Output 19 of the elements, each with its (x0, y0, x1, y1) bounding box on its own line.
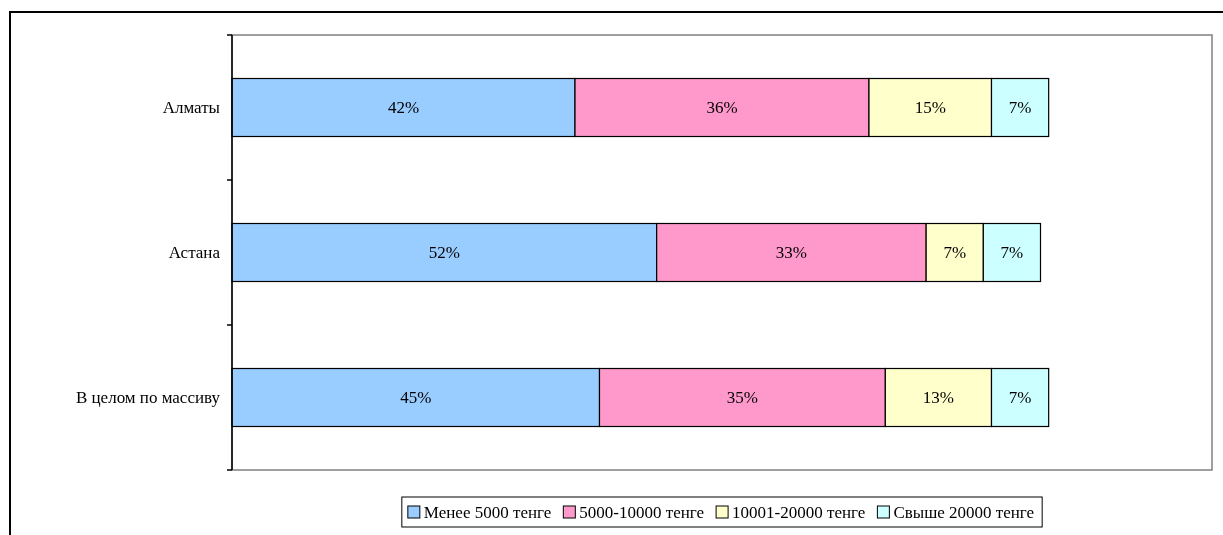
data-label: 7% (1008, 98, 1032, 118)
data-label: 36% (706, 98, 738, 118)
data-label: 35% (726, 388, 758, 408)
legend-label: 5000-10000 тенге (579, 502, 705, 522)
data-label: 33% (775, 243, 807, 263)
y-tick-label: Алматы (162, 98, 221, 118)
y-tick-label: Астана (168, 243, 221, 263)
data-label: 42% (387, 98, 420, 118)
data-label: 7% (1008, 388, 1032, 408)
data-label: 15% (914, 98, 946, 118)
data-label: 45% (400, 388, 432, 408)
legend-label: Менее 5000 тенге (423, 502, 552, 522)
data-label: 7% (943, 243, 967, 263)
legend-label: 10001-20000 тенге (732, 502, 866, 522)
y-tick-label: В целом по массиву (75, 388, 221, 408)
data-label: 7% (1000, 243, 1024, 263)
legend-label: Свыше 20000 тенге (893, 502, 1035, 522)
data-label: 52% (428, 243, 460, 263)
data-label: 13% (922, 388, 954, 408)
